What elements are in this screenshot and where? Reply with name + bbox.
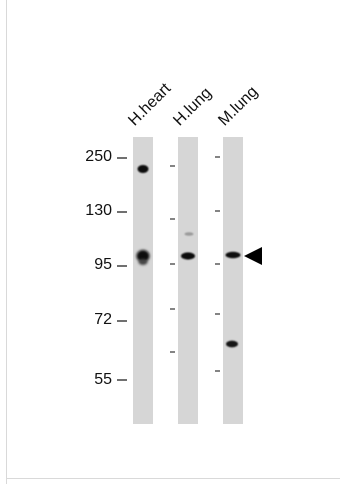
band-h-heart-main-tail [138,259,148,265]
mw-label-250: 250 [85,148,112,165]
mw-label-55: 55 [94,371,112,388]
lane-strip-h-lung [178,137,198,424]
band-m-lung-low [226,340,238,348]
mw-label-95: 95 [94,256,112,273]
mw-label-72: 72 [94,311,112,328]
band-h-lung-faint [184,232,194,236]
band-h-heart-main [136,250,150,262]
lane-strip-m-lung [223,137,243,424]
lane-strip-h-heart [133,137,153,424]
band-m-lung-main [225,251,241,259]
frame-left-border [6,0,7,484]
band-arrowhead-icon [244,247,262,265]
frame-bottom-border [6,478,340,479]
band-h-lung-main [181,252,195,260]
mw-label-130: 130 [85,202,112,219]
band-h-heart-high [137,165,149,173]
